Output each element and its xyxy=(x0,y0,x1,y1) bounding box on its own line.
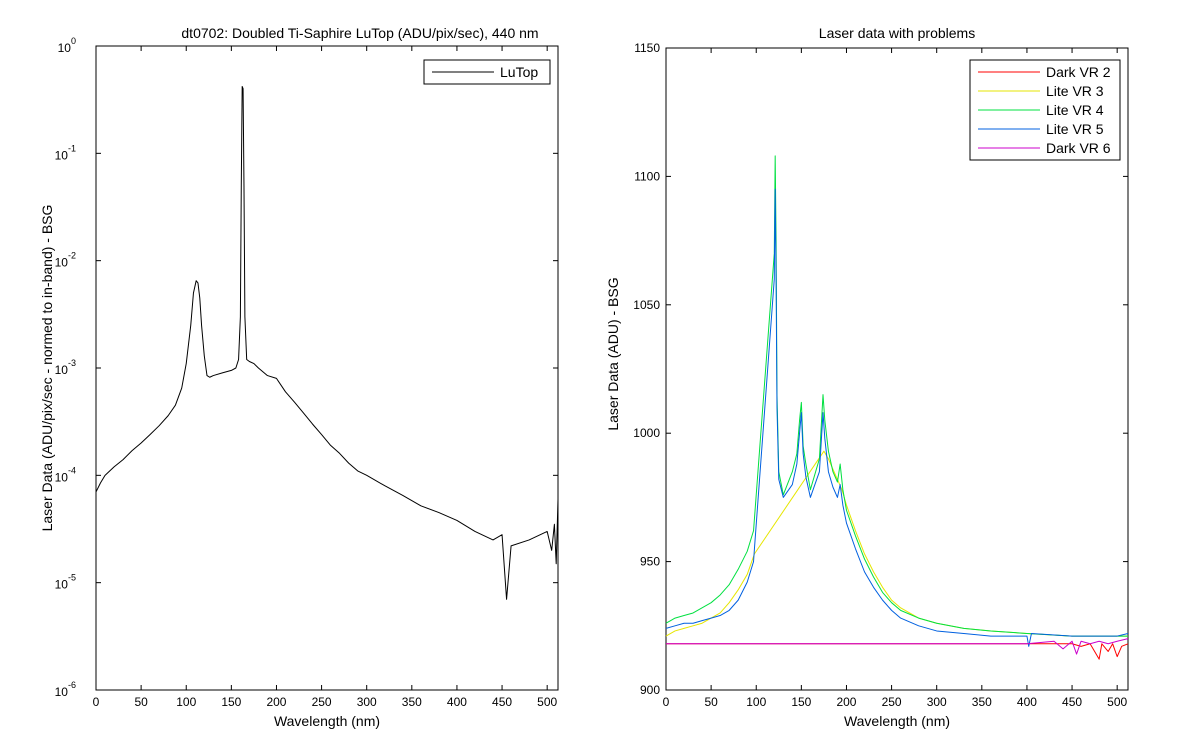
left-y-tick-label: 10-3 xyxy=(55,358,76,377)
left-x-tick-label: 0 xyxy=(93,695,100,709)
right-y-tick-label: 1150 xyxy=(634,41,660,55)
left-y-axis-label: Laser Data (ADU/pix/sec - normed to in-b… xyxy=(39,205,55,532)
right-x-axis-label: Wavelength (nm) xyxy=(844,713,950,729)
right-x-tick-label: 150 xyxy=(791,695,811,709)
left-plot-lines xyxy=(95,85,559,600)
left-x-tick-label: 100 xyxy=(176,695,196,709)
left-series-line-lutop xyxy=(95,85,559,600)
right-y-axis-label: Laser Data (ADU) - BSG xyxy=(605,277,621,430)
right-y-tick-label: 1050 xyxy=(633,298,660,312)
right-y-tick-label: 900 xyxy=(640,683,660,697)
right-x-tick-label: 500 xyxy=(1107,695,1127,709)
left-legend: LuTop xyxy=(423,59,551,85)
right-x-tick-label: 350 xyxy=(972,695,992,709)
left-chart-panel: dt0702: Doubled Ti-Saphire LuTop (ADU/pi… xyxy=(39,25,559,729)
right-series-line-lite-vr-4 xyxy=(665,155,1128,637)
right-x-tick-label: 50 xyxy=(704,695,718,709)
right-x-tick-label: 300 xyxy=(927,695,947,709)
right-legend: Dark VR 2 Lite VR 3 Lite VR 4 Lite VR 5 … xyxy=(969,59,1121,161)
right-series-line-lite-vr-5 xyxy=(665,188,1129,647)
right-x-tick-label: 450 xyxy=(1062,695,1082,709)
right-legend-label-dark-vr6: Dark VR 6 xyxy=(1046,140,1111,156)
left-y-tick-label: 100 xyxy=(58,36,76,55)
right-x-tick-label: 0 xyxy=(663,695,670,709)
left-x-tick-label: 400 xyxy=(447,695,467,709)
right-series-line-dark-vr-6 xyxy=(666,638,1129,655)
left-x-axis-label: Wavelength (nm) xyxy=(274,713,380,729)
left-x-tick-label: 200 xyxy=(266,695,286,709)
left-chart-title: dt0702: Doubled Ti-Saphire LuTop (ADU/pi… xyxy=(181,25,538,41)
left-x-tick-label: 450 xyxy=(492,695,512,709)
left-x-tick-label: 350 xyxy=(402,695,422,709)
left-y-tick-label: 10-2 xyxy=(55,251,76,270)
right-y-axis-ticks: 900 950 1000 1050 1100 1150 xyxy=(633,41,1128,697)
left-x-tick-label: 500 xyxy=(537,695,557,709)
left-x-tick-label: 250 xyxy=(312,695,332,709)
left-x-axis-ticks: 0 50 100 150 200 250 300 350 400 450 500 xyxy=(93,46,558,709)
left-plot-area xyxy=(95,45,559,691)
left-y-tick-label: 10-1 xyxy=(55,143,76,162)
right-x-tick-label: 400 xyxy=(1017,695,1037,709)
right-x-tick-label: 200 xyxy=(836,695,856,709)
left-y-axis-ticks: 10-6 10-5 10-4 10-3 10-2 10-1 100 xyxy=(55,36,558,699)
right-x-tick-label: 100 xyxy=(746,695,766,709)
right-legend-label-lite-vr5: Lite VR 5 xyxy=(1046,121,1104,137)
right-chart-title: Laser data with problems xyxy=(819,25,975,41)
right-legend-label-lite-vr3: Lite VR 3 xyxy=(1046,83,1104,99)
right-legend-label-dark-vr2: Dark VR 2 xyxy=(1046,64,1111,80)
right-x-axis-ticks: 0 50 100 150 200 250 300 350 400 450 500 xyxy=(663,48,1128,709)
left-y-tick-label: 10-6 xyxy=(55,680,76,699)
right-y-tick-label: 1100 xyxy=(634,169,660,183)
right-plot-lines xyxy=(665,155,1129,660)
left-y-tick-label: 10-5 xyxy=(55,573,76,592)
right-legend-label-lite-vr4: Lite VR 4 xyxy=(1046,102,1104,118)
left-y-tick-label: 10-4 xyxy=(55,465,76,484)
left-x-tick-label: 300 xyxy=(357,695,377,709)
right-y-tick-label: 1000 xyxy=(633,426,660,440)
left-legend-label-lutop: LuTop xyxy=(500,64,538,80)
right-y-tick-label: 950 xyxy=(640,555,660,569)
left-x-tick-label: 150 xyxy=(221,695,241,709)
left-x-tick-label: 50 xyxy=(134,695,148,709)
right-x-tick-label: 250 xyxy=(882,695,902,709)
right-chart-panel: Laser data with problems 0 50 100 150 200 250… xyxy=(605,25,1129,729)
